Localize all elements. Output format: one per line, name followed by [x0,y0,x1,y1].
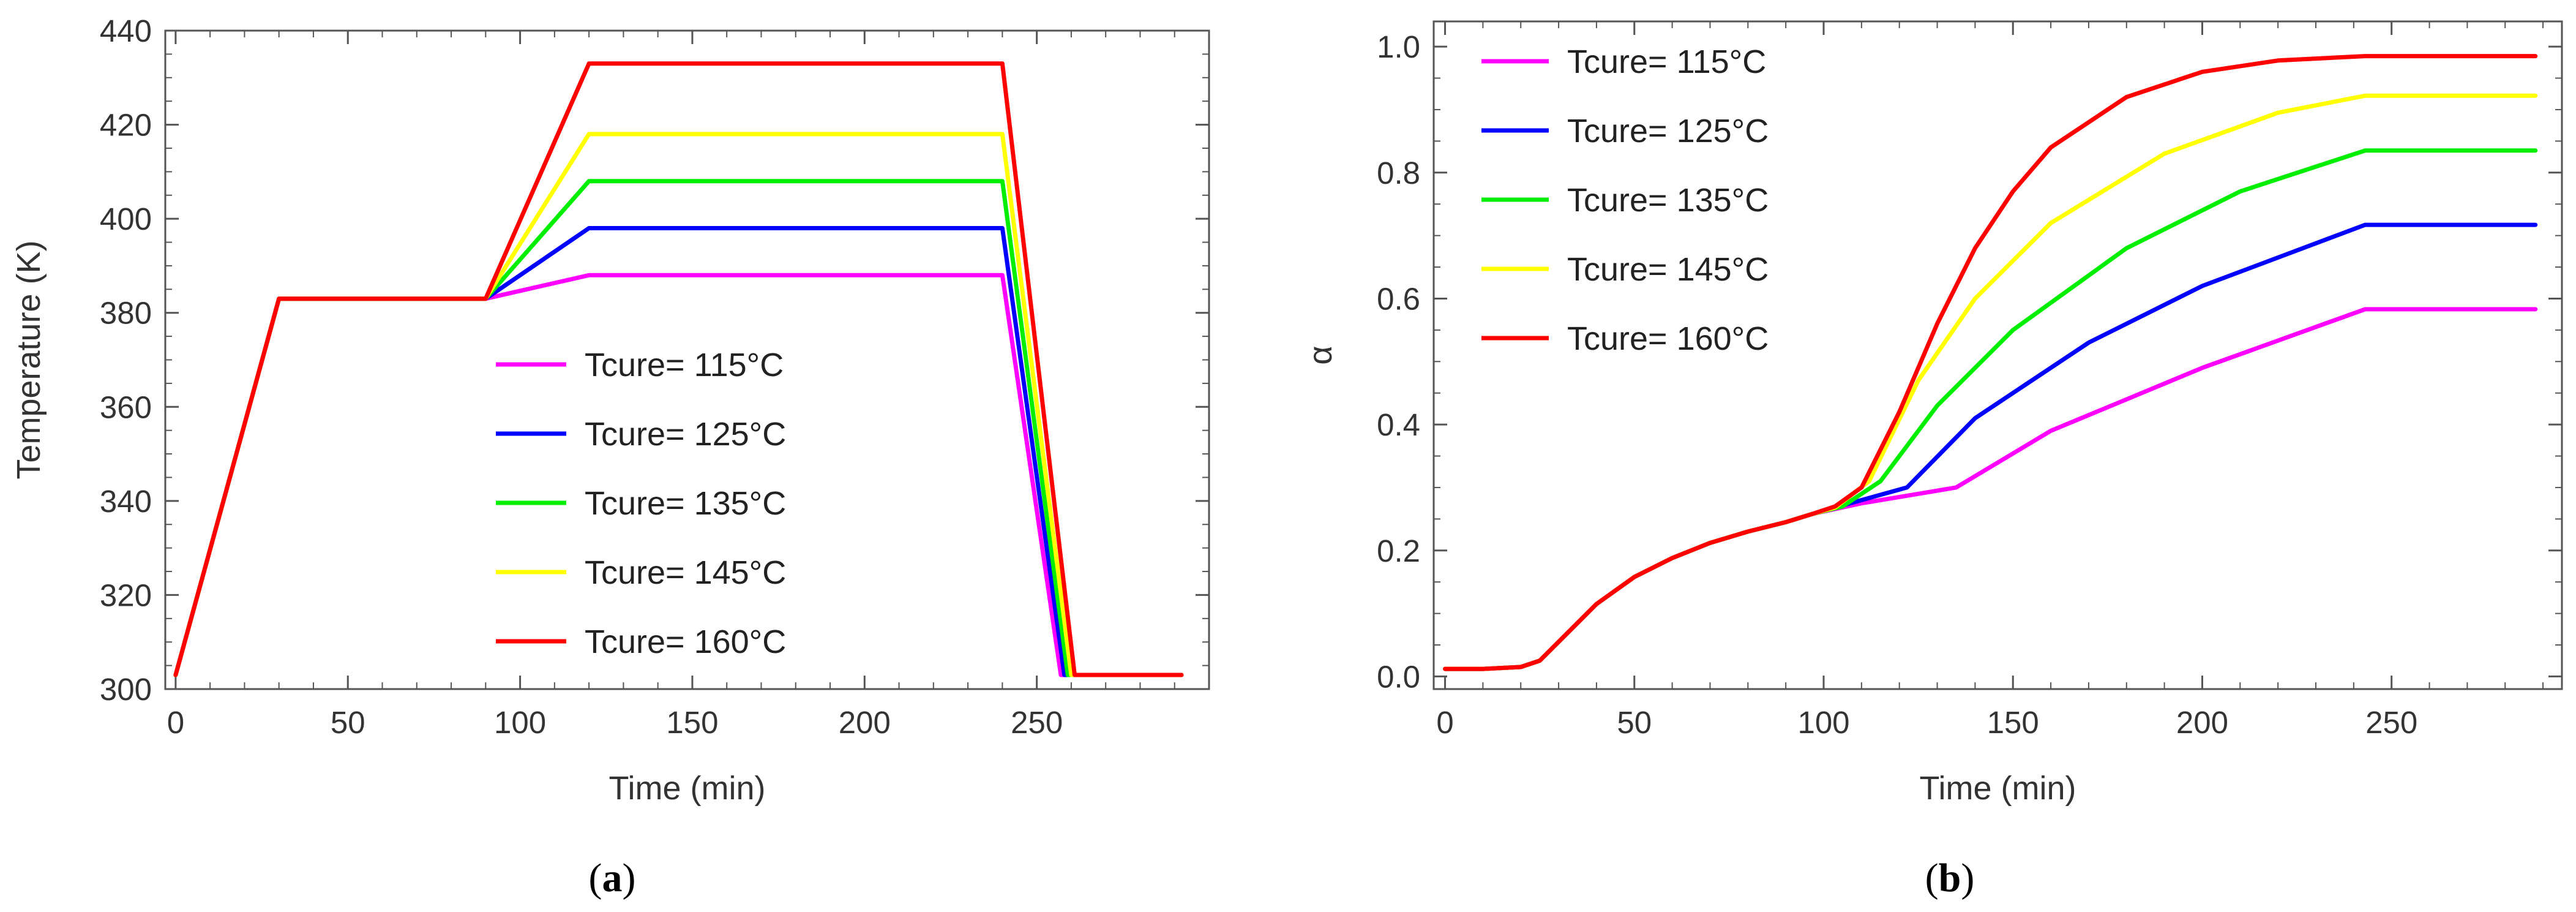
legend-label-4: Tcure= 145°C [1567,251,1769,288]
legend-label-5: Tcure= 160°C [585,624,786,660]
x-tick-label: 50 [331,705,365,740]
series-line-5 [1443,54,2538,671]
y-tick-label: 400 [100,202,152,236]
y-tick-label: 0.0 [1377,659,1420,694]
legend-label-5: Tcure= 160°C [1567,320,1769,357]
panel-label: (a) [589,856,636,900]
panel-label: (b) [1925,856,1975,900]
legend-label-1: Tcure= 115°C [1567,43,1766,80]
y-tick-label: 440 [100,13,152,48]
series-line-1 [1443,307,2538,671]
series-line-5 [173,61,1184,677]
legend-label-4: Tcure= 145°C [585,554,786,591]
x-tick-label: 0 [1436,705,1453,740]
panel-label-close: ) [623,856,636,900]
legend-label-3: Tcure= 135°C [1567,182,1769,219]
y-tick-label: 0.8 [1377,156,1420,190]
x-tick-label: 250 [1011,705,1063,740]
x-axis-title: Time (min) [609,770,766,807]
x-tick-label: 250 [2365,705,2417,740]
series-line-1 [173,273,1184,677]
x-tick-label: 50 [1617,705,1652,740]
chart-panel-b: 0 50 100 150 200 250 0.0 0.2 0.4 0.6 0.8 1.0 Tcure= … [1288,0,2576,912]
x-tick-label: 100 [1797,705,1849,740]
y-tick-label: 300 [100,672,152,707]
panel-label-open: ( [589,856,602,900]
plot-frame [1432,20,2563,690]
y-tick-label: 1.0 [1377,29,1420,64]
y-tick-label: 0.6 [1377,281,1420,316]
y-tick-label: 0.4 [1377,407,1420,442]
x-tick-label: 200 [2176,705,2228,740]
legend-label-3: Tcure= 135°C [585,485,786,522]
chart-panel-a: 0 50 100 150 200 250 300 320 340 360 380 400 420 440 T… [10,13,1210,900]
panel-label-letter: b [1939,856,1961,900]
y-tick-label: 0.2 [1377,533,1420,568]
y-tick-label: 360 [100,390,152,424]
legend-label-1: Tcure= 115°C [585,347,784,383]
panel-label-close: ) [1961,856,1974,900]
legend-label-2: Tcure= 125°C [585,416,786,453]
conversion-chart: 0 50 100 150 200 250 0.0 0.2 0.4 0.6 0.8 1.0 Tcure= … [1302,20,2563,900]
y-tick-label: 320 [100,578,152,612]
y-axis-title: Temperature (K) [10,240,47,479]
panel-label-letter: a [602,856,623,900]
x-axis-title: Time (min) [1920,770,2076,807]
y-tick-label: 380 [100,296,152,331]
x-tick-label: 150 [1987,705,2039,740]
x-tick-label: 0 [167,705,184,740]
y-tick-label: 420 [100,108,152,143]
x-tick-label: 100 [494,705,546,740]
y-axis-title: α [1302,345,1339,364]
x-tick-label: 150 [666,705,718,740]
temperature-chart: 0 50 100 150 200 250 300 320 340 360 380 400 420 440 T… [10,13,1210,900]
x-tick-label: 200 [839,705,891,740]
legend-label-2: Tcure= 125°C [1567,113,1769,149]
y-tick-label: 340 [100,484,152,519]
series-line-2 [1443,222,2538,671]
panel-label-open: ( [1925,856,1939,900]
